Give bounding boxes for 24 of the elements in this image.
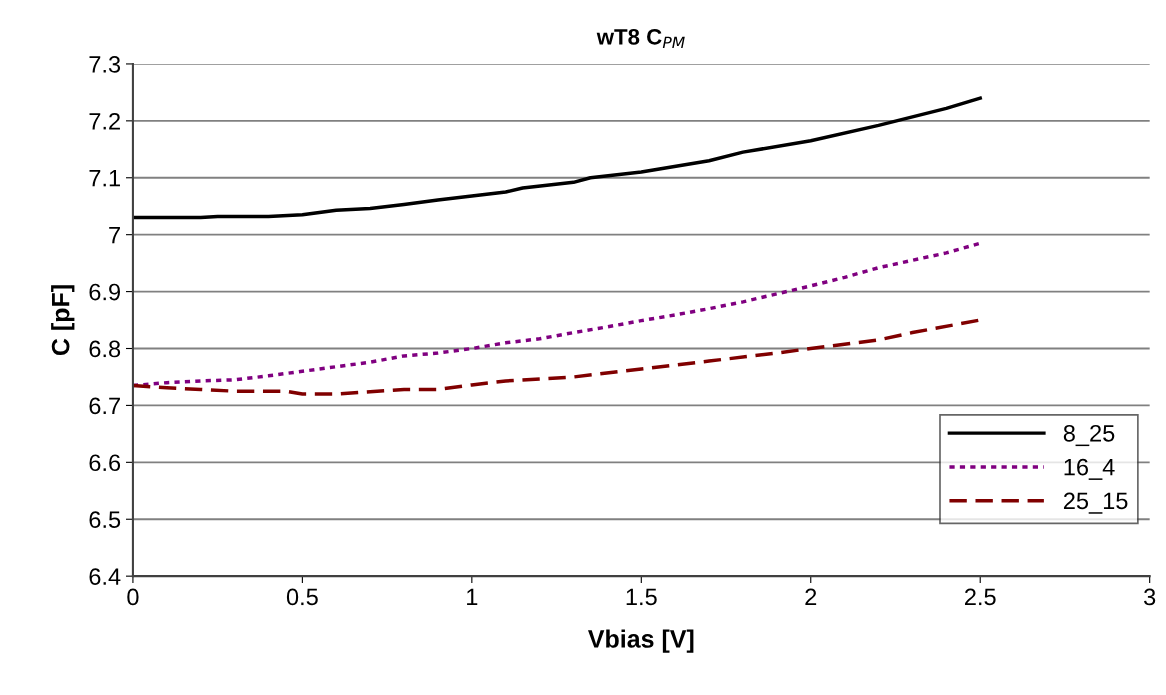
y-tick-label: 7.2 (89, 112, 120, 130)
y-axis-title: C [pF] (51, 285, 75, 356)
x-tick-label: 2 (805, 588, 817, 606)
y-tick-label: 6.8 (89, 340, 121, 358)
legend-label: 8_25 (1063, 424, 1115, 447)
y-tick-label: 6.7 (89, 397, 120, 415)
y-tick-label: 7.3 (89, 56, 121, 73)
y-tick-label: 6.9 (89, 283, 120, 301)
x-tick-label: 1 (467, 588, 478, 606)
chart-title: wT8 C$_{PM}$ (596, 28, 685, 49)
legend-label: 25_15 (1063, 492, 1128, 514)
y-tick-label: 7.1 (89, 170, 120, 187)
x-axis-title: Vbias [V] (587, 629, 694, 653)
y-tick-label: 6.5 (89, 511, 121, 529)
y-tick-label: 6.4 (89, 568, 121, 585)
y-tick-label: 7 (109, 226, 120, 244)
line-series (132, 96, 982, 220)
x-tick-label: 2.5 (965, 588, 996, 606)
x-tick-label: 3 (1144, 588, 1156, 606)
y-tick-label: 6.6 (89, 454, 121, 472)
x-tick-label: 0 (127, 588, 139, 606)
legend-label: 16_4 (1064, 458, 1115, 480)
x-tick-label: 0.5 (286, 588, 318, 606)
x-tick-label: 1.5 (626, 588, 657, 606)
